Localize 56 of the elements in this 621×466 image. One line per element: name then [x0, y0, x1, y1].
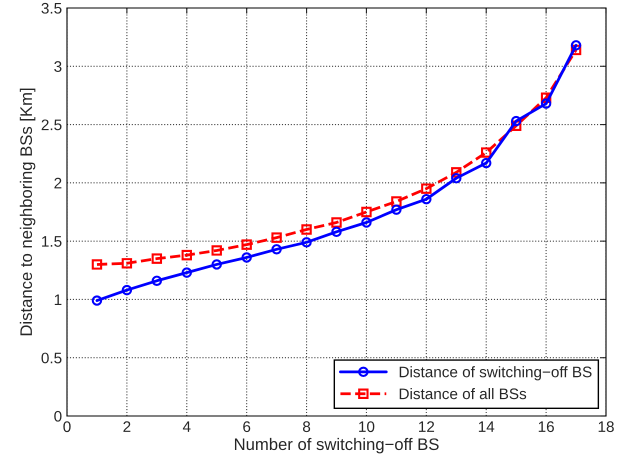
- point: [92, 295, 102, 306]
- x-tick-label: 6: [243, 421, 250, 432]
- legend-label: Distance of switching−off BS: [400, 366, 592, 380]
- point: [152, 276, 162, 286]
- point: [570, 40, 582, 51]
- y-tick-label: 2: [54, 178, 62, 188]
- legend-label: Distance of all BSs: [400, 388, 526, 400]
- point: [451, 167, 462, 178]
- point: [241, 252, 252, 263]
- y-tick-label: 1.5: [42, 236, 62, 247]
- point: [271, 232, 282, 243]
- x-tick-label: 0: [63, 421, 71, 432]
- point: [212, 245, 222, 256]
- y-tick-label: 2.5: [42, 119, 62, 130]
- x-tick-label: 12: [419, 421, 434, 432]
- point: [391, 196, 402, 207]
- point: [421, 183, 432, 194]
- point: [122, 284, 132, 296]
- point: [540, 98, 552, 109]
- y-tick-label: 1: [54, 294, 62, 305]
- point: [481, 158, 492, 168]
- x-tick-label: 2: [123, 421, 130, 432]
- point: [361, 206, 372, 218]
- point: [182, 250, 192, 260]
- x-tick-label: 16: [538, 421, 554, 432]
- y-axis-title: Distance to neighboring BSs [Km]: [20, 88, 36, 336]
- y-tick-label: 0: [54, 410, 62, 422]
- y-tick-label: 3: [54, 61, 62, 72]
- point: [301, 237, 312, 248]
- x-tick-label: 4: [182, 421, 191, 432]
- point: [510, 120, 522, 131]
- y-tick-label: 3.5: [41, 2, 62, 14]
- point: [331, 217, 342, 228]
- point: [182, 267, 192, 278]
- x-tick-label: 18: [598, 421, 614, 432]
- point: [361, 217, 372, 228]
- point: [301, 224, 312, 235]
- point: [510, 116, 522, 126]
- point: [212, 259, 222, 270]
- point: [152, 253, 162, 264]
- x-tick-label: 8: [302, 421, 310, 432]
- point: [331, 226, 342, 238]
- x-axis-title: Number of switching−off BS: [234, 438, 439, 454]
- point: [421, 194, 432, 204]
- point: [92, 259, 102, 270]
- point: [271, 244, 282, 255]
- point: [540, 92, 552, 103]
- point: [451, 172, 462, 184]
- point: [570, 44, 582, 56]
- x-tick-label: 14: [478, 421, 494, 432]
- point: [241, 239, 252, 250]
- point: [122, 258, 132, 269]
- y-tick-label: 0.5: [42, 352, 62, 364]
- point: [391, 204, 402, 215]
- x-tick-label: 10: [359, 421, 374, 432]
- point: [481, 147, 492, 158]
